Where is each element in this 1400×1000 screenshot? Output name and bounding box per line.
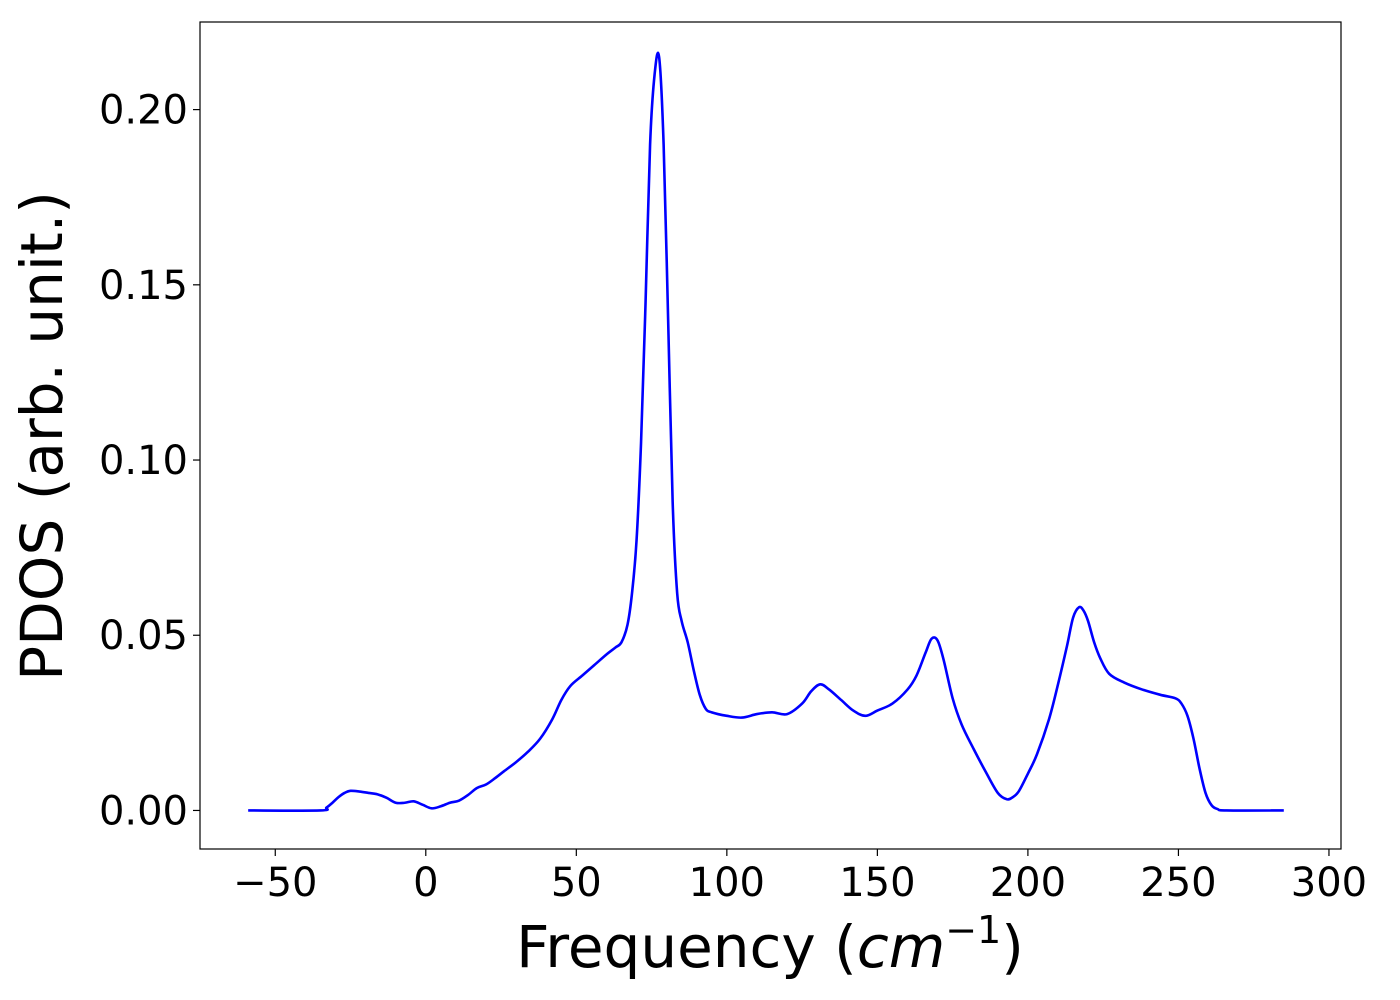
y-axis-ticks: 0.00 0.05 0.10 0.15 0.20 [99,88,200,834]
x-tick-label: 200 [990,860,1066,906]
plot-area [248,51,1284,812]
y-tick-label: 0.10 [99,438,188,484]
x-axis-label-close: ) [1001,913,1024,981]
y-tick-label: 0.00 [99,788,188,834]
x-tick-label: −50 [233,860,317,906]
x-axis-label-unit: cm [857,913,945,981]
y-tick-label: 0.05 [99,613,188,659]
y-tick-label: 0.20 [99,88,188,134]
x-tick-label: 250 [1140,860,1216,906]
x-tick-label: 50 [551,860,602,906]
y-axis-label: PDOS (arb. unit.) [8,191,76,681]
pdos-series-line [248,51,1284,812]
x-tick-label: 300 [1291,860,1367,906]
x-axis-label: Frequency (cm−1) [516,908,1024,981]
x-tick-label: 0 [413,860,438,906]
y-tick-label: 0.15 [99,263,188,309]
x-axis-ticks: −50 0 50 100 150 200 250 300 [233,849,1367,906]
axes-frame [199,21,1342,850]
x-axis-label-exponent: −1 [945,908,1001,952]
x-tick-label: 100 [689,860,765,906]
x-tick-label: 150 [839,860,915,906]
